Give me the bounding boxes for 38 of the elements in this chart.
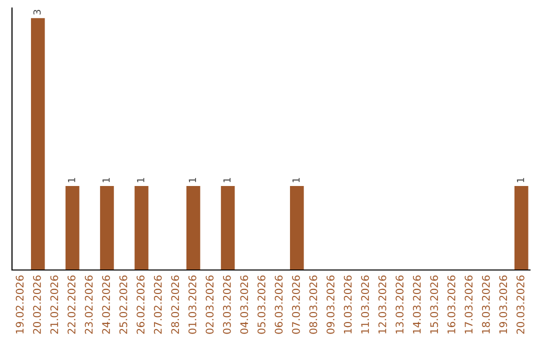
data-label: 1: [188, 178, 196, 182]
x-tick-label: 06.03.2026: [274, 276, 283, 334]
x-tick-label: 08.03.2026: [309, 276, 318, 334]
x-tick-label: 14.03.2026: [412, 276, 421, 334]
x-tick-label: 24.02.2026: [102, 276, 110, 334]
x-tick-label: 12.03.2026: [378, 276, 386, 334]
x-tick-label: 01.03.2026: [188, 276, 196, 334]
x-tick-label: 27.02.2026: [154, 276, 162, 334]
x-tick-label: 10.03.2026: [344, 276, 352, 334]
data-label: 3: [33, 10, 41, 15]
x-tick-label: 21.02.2026: [50, 276, 58, 334]
data-label: 1: [102, 178, 110, 182]
data-label: 1: [223, 178, 231, 182]
x-tick-label: 22.02.2026: [68, 276, 76, 334]
x-tick-label: 16.03.2026: [447, 276, 456, 334]
x-tick-label: 19.03.2026: [499, 276, 508, 334]
x-tick-label: 19.02.2026: [16, 276, 24, 334]
x-tick-label: 09.03.2026: [326, 276, 334, 334]
data-label: 1: [292, 178, 300, 182]
x-tick-label: 26.02.2026: [136, 276, 145, 334]
x-tick-label: 02.03.2026: [206, 276, 214, 334]
x-tick-label: 20.02.2026: [33, 276, 41, 334]
x-tick-label: 07.03.2026: [292, 276, 300, 334]
x-tick-label: 05.03.2026: [258, 276, 266, 334]
x-tick-label: 17.03.2026: [464, 276, 473, 334]
x-tick-label: 03.03.2026: [222, 276, 231, 334]
x-tick-label: 11.03.2026: [361, 276, 369, 334]
data-label: 1: [68, 178, 76, 182]
x-tick-label: 18.03.2026: [482, 276, 490, 334]
x-tick-label: 04.03.2026: [240, 276, 248, 334]
x-tick-label: 13.03.2026: [396, 276, 404, 334]
x-tick-label: 15.03.2026: [430, 276, 438, 334]
x-tick-label: 23.02.2026: [84, 276, 93, 334]
x-tick-label: 28.02.2026: [171, 276, 180, 334]
x-tick-label: 20.03.2026: [516, 276, 524, 334]
x-tick-label: 25.02.2026: [119, 276, 128, 334]
data-label: 1: [516, 178, 524, 182]
data-label: 1: [137, 178, 144, 182]
